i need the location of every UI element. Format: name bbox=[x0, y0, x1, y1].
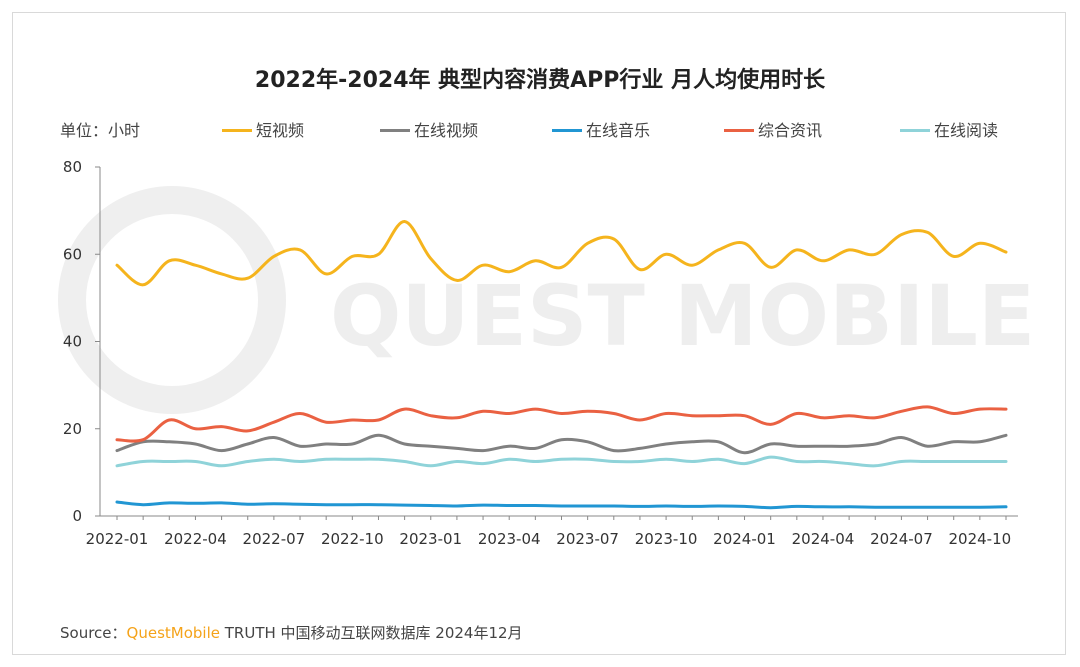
series-short-video-line bbox=[115, 220, 1008, 287]
source-text: TRUTH 中国移动互联网数据库 2024年12月 bbox=[219, 624, 523, 642]
axes: 0 20 40 60 80 2022-01 2022-04 2022-07 2022-10 202… bbox=[63, 158, 1018, 548]
legend-swatch-online-reading bbox=[900, 128, 930, 132]
x-tick-label: 2023-10 bbox=[635, 530, 698, 548]
unit-label: 单位：小时 bbox=[60, 121, 141, 140]
x-tick-label: 2022-04 bbox=[164, 530, 227, 548]
series-online-music-line bbox=[115, 500, 1008, 510]
x-tick-label: 2023-07 bbox=[556, 530, 619, 548]
legend-item-online-reading: 在线阅读 bbox=[900, 117, 998, 141]
x-tick-label: 2023-04 bbox=[478, 530, 541, 548]
series-online-video-line bbox=[115, 433, 1008, 455]
source-brand: QuestMobile bbox=[126, 624, 220, 642]
chart-title: 2022年-2024年 典型内容消费APP行业 月人均使用时长 bbox=[254, 68, 826, 93]
legend-item-news: 综合资讯 bbox=[724, 117, 822, 141]
y-tick-label: 40 bbox=[63, 333, 82, 351]
x-tick-label: 2024-01 bbox=[713, 530, 776, 548]
series-layer bbox=[115, 220, 1008, 510]
legend-label: 短视频 bbox=[256, 121, 305, 140]
legend-item-online-music: 在线音乐 bbox=[552, 117, 650, 141]
x-tick-label: 2022-07 bbox=[243, 530, 306, 548]
legend-item-online-video: 在线视频 bbox=[380, 117, 478, 141]
y-tick-label: 60 bbox=[63, 245, 82, 263]
legend-swatch-online-music bbox=[552, 128, 582, 132]
y-tick-label: 20 bbox=[63, 420, 82, 438]
x-tick-label: 2022-01 bbox=[86, 530, 149, 548]
x-tick-label: 2023-01 bbox=[399, 530, 462, 548]
chart-frame bbox=[12, 12, 1066, 655]
legend-label: 在线音乐 bbox=[586, 121, 651, 140]
x-tick-label: 2024-04 bbox=[792, 530, 855, 548]
legend-swatch-online-video bbox=[380, 128, 410, 132]
legend-item-short-video: 短视频 bbox=[222, 117, 304, 141]
legend-swatch-news bbox=[724, 128, 754, 132]
series-news-line bbox=[115, 405, 1008, 443]
x-tick-label: 2022-10 bbox=[321, 530, 384, 548]
watermark-logo-icon bbox=[58, 186, 286, 414]
watermark: QUEST MOBILE bbox=[58, 186, 1035, 414]
legend-label: 综合资讯 bbox=[758, 121, 823, 140]
y-tick-label: 80 bbox=[63, 158, 82, 176]
legend-swatch-short-video bbox=[222, 128, 252, 132]
y-tick-label: 0 bbox=[72, 507, 82, 525]
source-note: Source：QuestMobile TRUTH 中国移动互联网数据库 2024… bbox=[60, 622, 523, 643]
source-prefix: Source： bbox=[60, 624, 127, 642]
legend-label: 在线视频 bbox=[414, 121, 479, 140]
x-tick-label: 2024-10 bbox=[949, 530, 1012, 548]
watermark-text: QUEST MOBILE bbox=[330, 267, 1035, 365]
legend-label: 在线阅读 bbox=[934, 121, 999, 140]
series-online-reading-line bbox=[115, 455, 1008, 468]
x-tick-label: 2024-07 bbox=[870, 530, 933, 548]
